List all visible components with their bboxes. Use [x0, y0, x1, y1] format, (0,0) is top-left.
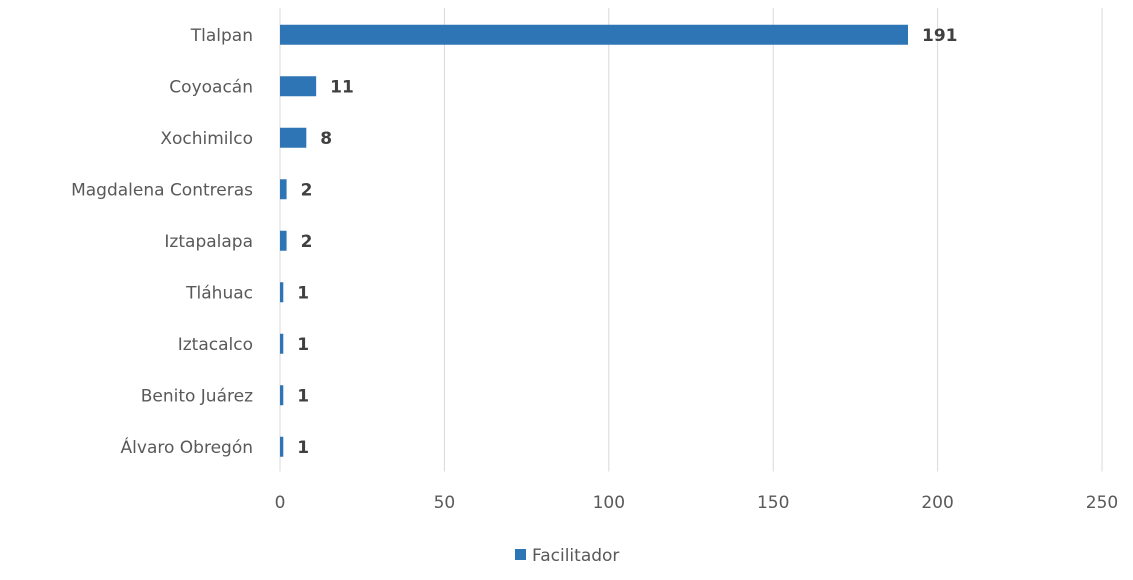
gridlines: [279, 8, 1103, 472]
data-label: 1: [297, 386, 309, 406]
data-label: 2: [301, 180, 313, 200]
category-label: Iztacalco: [178, 335, 253, 355]
category-label: Tláhuac: [185, 283, 253, 303]
bar: [280, 230, 287, 251]
bar: [280, 179, 287, 200]
bars: [280, 24, 909, 457]
category-label: Magdalena Contreras: [71, 180, 253, 200]
category-label: Benito Juárez: [141, 386, 253, 406]
legend-label: Facilitador: [532, 546, 619, 566]
bar: [280, 436, 284, 457]
data-label: 1: [297, 438, 309, 458]
bar: [280, 24, 909, 45]
bar: [280, 282, 284, 303]
bar: [280, 127, 307, 148]
x-tick-label: 200: [921, 493, 953, 513]
data-label: 8: [320, 129, 332, 149]
data-label: 1: [297, 335, 309, 355]
x-axis-ticks: 0 50 100 150 200 250: [275, 493, 1119, 513]
data-label: 191: [922, 26, 958, 46]
category-label: Xochimilco: [160, 129, 253, 149]
x-tick-label: 0: [275, 493, 286, 513]
legend: Facilitador: [515, 546, 619, 566]
data-label: 1: [297, 283, 309, 303]
bar: [280, 76, 317, 97]
data-label: 2: [301, 232, 313, 252]
category-labels: Tlalpan Coyoacán Xochimilco Magdalena Contr…: [71, 26, 253, 458]
legend-swatch: [515, 549, 526, 560]
x-tick-label: 250: [1086, 493, 1118, 513]
x-tick-label: 150: [757, 493, 789, 513]
category-label: Coyoacán: [169, 77, 253, 97]
bar: [280, 333, 284, 354]
data-label: 11: [330, 77, 354, 97]
x-tick-label: 50: [434, 493, 456, 513]
category-label: Álvaro Obregón: [121, 436, 253, 458]
category-label: Iztapalapa: [164, 232, 253, 252]
x-tick-label: 100: [593, 493, 625, 513]
category-label: Tlalpan: [190, 26, 253, 46]
bar: [280, 385, 284, 406]
